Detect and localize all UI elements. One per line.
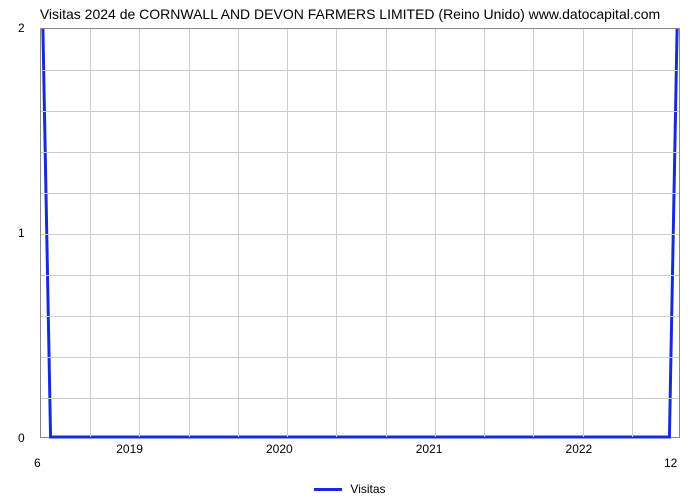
x-secondary-right: 12	[664, 456, 677, 470]
gridline-vertical	[386, 29, 387, 437]
x-tick-label: 2020	[266, 442, 293, 456]
x-secondary-left: 6	[34, 456, 41, 470]
x-tick-label: 2021	[416, 442, 443, 456]
gridline-vertical	[533, 29, 534, 437]
y-tick-label: 2	[18, 21, 25, 35]
gridline-vertical	[287, 29, 288, 437]
gridline-vertical	[583, 29, 584, 437]
legend-swatch	[314, 488, 342, 491]
chart-title: Visitas 2024 de CORNWALL AND DEVON FARME…	[0, 6, 700, 22]
gridline-horizontal	[41, 111, 679, 112]
legend-label: Visitas	[350, 482, 385, 496]
gridline-vertical	[238, 29, 239, 437]
x-tick-label: 2022	[566, 442, 593, 456]
gridline-vertical	[336, 29, 337, 437]
gridline-vertical	[139, 29, 140, 437]
gridline-horizontal	[41, 275, 679, 276]
chart-legend: Visitas	[0, 482, 700, 496]
gridline-horizontal	[41, 357, 679, 358]
y-tick-label: 1	[18, 226, 25, 240]
gridline-horizontal	[41, 70, 679, 71]
gridline-vertical	[484, 29, 485, 437]
gridline-horizontal	[41, 193, 679, 194]
gridline-vertical	[90, 29, 91, 437]
gridline-vertical	[435, 29, 436, 437]
gridline-vertical	[632, 29, 633, 437]
gridline-horizontal	[41, 152, 679, 153]
gridline-vertical	[189, 29, 190, 437]
x-tick-label: 2019	[116, 442, 143, 456]
chart-plot-area	[40, 28, 680, 438]
gridline-horizontal	[41, 398, 679, 399]
gridline-horizontal	[41, 234, 679, 235]
gridline-horizontal	[41, 316, 679, 317]
y-tick-label: 0	[18, 431, 25, 445]
